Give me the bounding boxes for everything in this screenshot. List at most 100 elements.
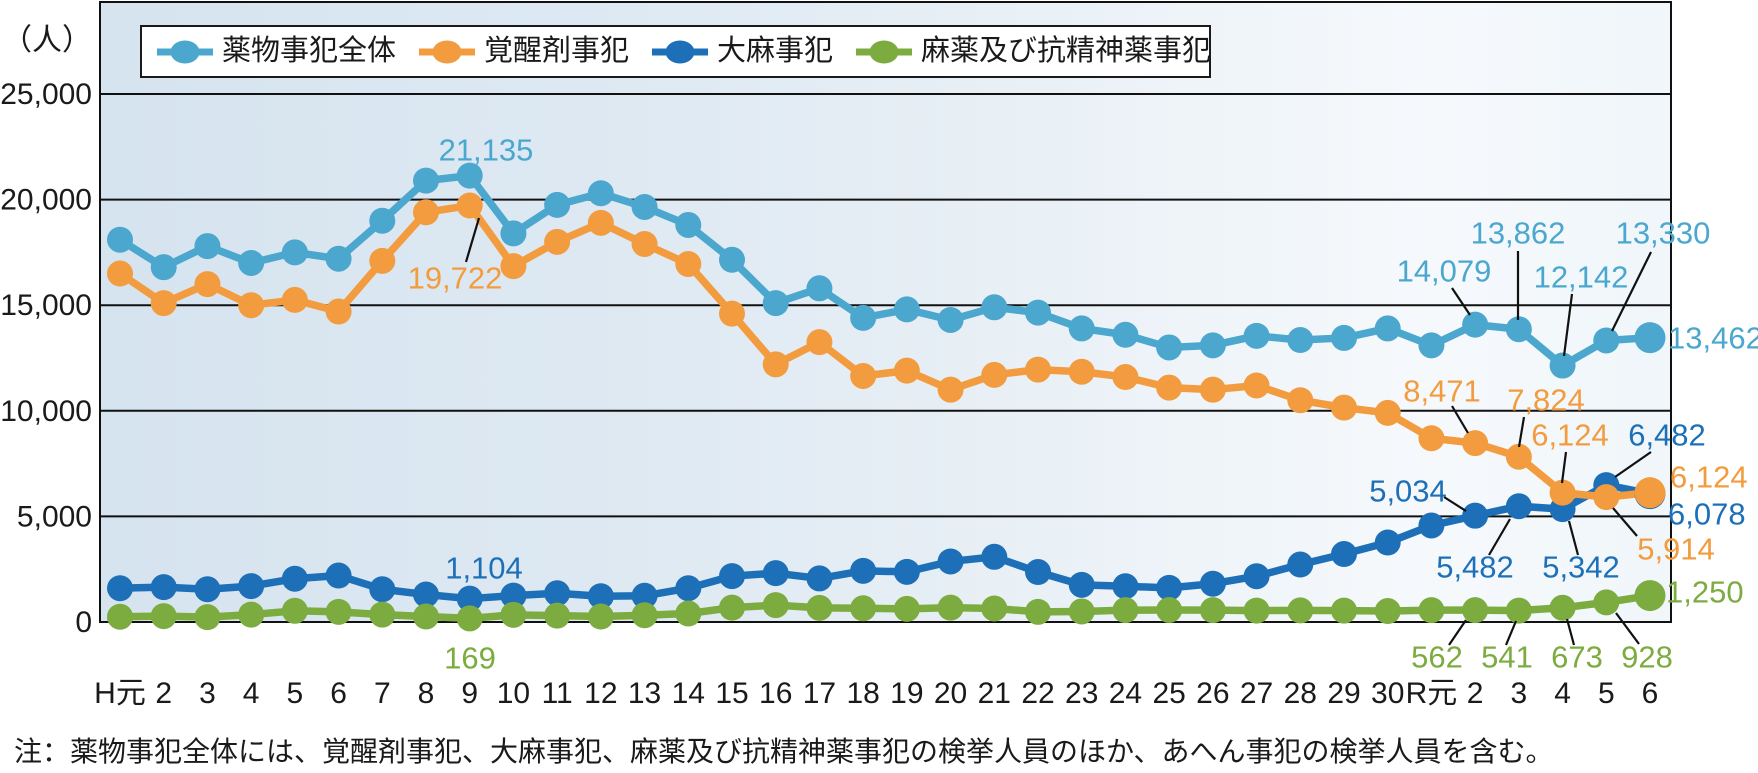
x-axis-label: 3 — [199, 677, 216, 710]
annotation-label: 6,124 — [1531, 418, 1609, 453]
x-axis-label: 22 — [1021, 677, 1054, 710]
data-point — [107, 603, 133, 630]
annotation-label: 5,914 — [1637, 532, 1715, 567]
x-axis-label: 6 — [1642, 677, 1659, 710]
data-point — [806, 275, 833, 302]
legend-label: 覚醒剤事犯 — [484, 35, 630, 67]
data-point — [1593, 589, 1620, 616]
data-point — [456, 192, 483, 219]
legend-item-0: 薬物事犯全体 — [156, 37, 396, 66]
data-point — [1243, 372, 1270, 399]
x-axis-label: 16 — [759, 677, 792, 710]
data-point — [194, 271, 221, 298]
data-point — [325, 562, 352, 589]
data-point — [456, 605, 483, 632]
legend-marker-icon — [157, 40, 213, 63]
data-point — [1462, 430, 1489, 457]
data-point — [981, 361, 1008, 388]
data-point — [150, 254, 177, 281]
annotation-callout — [1611, 251, 1652, 332]
x-axis-label: 20 — [934, 677, 967, 710]
annotation-callout — [1567, 520, 1580, 556]
data-point — [107, 260, 133, 287]
annotation-callout — [464, 217, 481, 263]
x-axis-label: 23 — [1065, 677, 1098, 710]
x-axis-label: 5 — [1598, 677, 1615, 710]
annotation-callout — [1562, 293, 1574, 357]
annotation-callout — [1504, 620, 1518, 646]
annotation-callout — [1615, 612, 1640, 645]
data-point — [675, 600, 702, 627]
data-point — [1199, 376, 1226, 403]
data-point — [194, 233, 221, 260]
data-point — [369, 576, 396, 603]
annotation-label: 5,034 — [1369, 474, 1447, 509]
data-point — [1462, 597, 1489, 624]
data-point — [631, 582, 658, 609]
data-point — [500, 220, 527, 247]
x-axis-label: 11 — [542, 677, 573, 710]
x-axis-label: 2 — [155, 677, 172, 710]
data-point — [719, 300, 746, 327]
x-axis-label: 3 — [1511, 677, 1528, 710]
annotation-label: 13,330 — [1616, 216, 1711, 251]
data-point — [719, 246, 746, 273]
annotation-callout — [1448, 619, 1467, 646]
x-axis-label: 26 — [1196, 677, 1229, 710]
data-point — [937, 594, 964, 621]
data-point — [1287, 387, 1314, 414]
data-point — [1025, 598, 1052, 625]
x-axis-label: 19 — [890, 677, 923, 710]
data-point — [500, 601, 527, 628]
data-point — [281, 565, 308, 592]
data-point — [1068, 315, 1095, 342]
data-point — [1462, 502, 1489, 529]
data-point — [587, 603, 614, 630]
x-axis-label: 30 — [1371, 677, 1404, 710]
x-axis-label: H元 — [94, 677, 146, 710]
data-point — [1112, 364, 1139, 391]
y-axis-label: 15,000 — [0, 289, 92, 322]
data-point — [893, 595, 920, 622]
annotation-label: 7,824 — [1507, 383, 1585, 418]
data-point — [1505, 316, 1532, 343]
y-axis-label: 25,000 — [0, 78, 92, 111]
x-axis-label: 8 — [418, 677, 435, 710]
data-point — [937, 548, 964, 575]
legend-item-1: 覚醒剤事犯 — [418, 37, 629, 66]
y-axis-label: 20,000 — [0, 184, 92, 217]
x-axis-label: 7 — [374, 677, 391, 710]
y-axis-label: 0 — [75, 606, 92, 639]
data-point — [1374, 529, 1401, 556]
footnote: 注：薬物事犯全体には、覚醒剤事犯、大麻事犯、麻薬及び抗精神薬事犯の検挙人員のほか… — [14, 736, 1554, 767]
y-axis-label: 5,000 — [17, 500, 92, 533]
x-axis-label: 14 — [672, 677, 705, 710]
data-point — [1331, 394, 1358, 421]
data-point — [762, 592, 789, 619]
data-point — [1025, 559, 1052, 586]
annotation-label: 5,482 — [1436, 550, 1514, 585]
annotation-label: 6,078 — [1668, 497, 1746, 532]
x-axis-label: 4 — [1554, 677, 1571, 710]
annotation-label: 673 — [1551, 640, 1603, 675]
x-axis-label: 18 — [846, 677, 879, 710]
data-point — [150, 290, 177, 317]
annotation-label: 5,342 — [1542, 550, 1620, 585]
data-point — [150, 574, 177, 601]
data-point — [107, 575, 133, 602]
data-point — [194, 604, 221, 631]
data-point — [1199, 332, 1226, 359]
legend-item-3: 麻薬及び抗精神薬事犯 — [855, 37, 1211, 66]
data-point — [238, 249, 265, 276]
data-point — [762, 560, 789, 587]
annotation-label: 1,104 — [445, 551, 523, 586]
data-point — [1374, 598, 1401, 625]
annotation-callout — [1451, 405, 1469, 434]
legend-marker-icon — [419, 40, 476, 63]
data-point — [1331, 541, 1358, 568]
data-point — [500, 582, 527, 609]
annotation-callout — [1488, 518, 1511, 556]
data-point — [281, 597, 308, 624]
data-point — [1593, 484, 1620, 511]
data-point — [544, 228, 571, 255]
